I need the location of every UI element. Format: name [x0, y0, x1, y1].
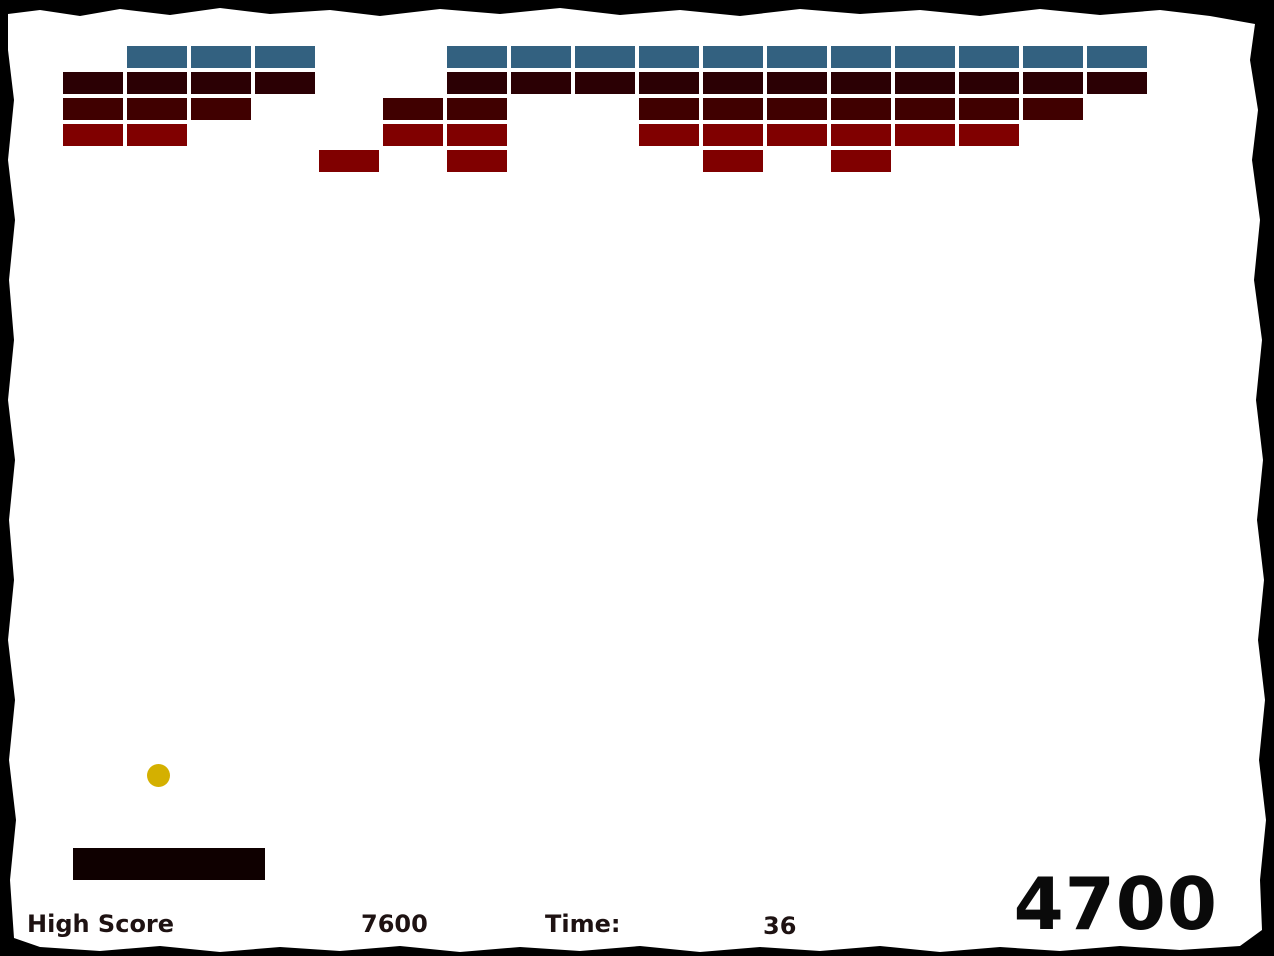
brick-blue	[895, 46, 955, 68]
brick-blue	[575, 46, 635, 68]
brick-dark	[191, 72, 251, 94]
brick-dark	[575, 72, 635, 94]
brick-red	[319, 150, 379, 172]
brick-red	[127, 124, 187, 146]
brick-red	[959, 124, 1019, 146]
brick-maroon	[191, 98, 251, 120]
brick-red	[63, 124, 123, 146]
brick-maroon	[63, 98, 123, 120]
brick-dark	[1087, 72, 1147, 94]
brick-maroon	[1023, 98, 1083, 120]
brick-dark	[1023, 72, 1083, 94]
time-label: Time:	[545, 910, 621, 938]
brick-dark	[831, 72, 891, 94]
brick-dark	[511, 72, 571, 94]
brick-blue	[447, 46, 507, 68]
brick-red	[895, 124, 955, 146]
brick-red	[831, 150, 891, 172]
brick-maroon	[127, 98, 187, 120]
play-area	[8, 8, 1266, 952]
paddle[interactable]	[73, 848, 265, 880]
brick-blue	[127, 46, 187, 68]
brick-blue	[703, 46, 763, 68]
brick-dark	[767, 72, 827, 94]
brick-blue	[511, 46, 571, 68]
brick-maroon	[447, 98, 507, 120]
brick-blue	[639, 46, 699, 68]
brick-blue	[191, 46, 251, 68]
brick-dark	[639, 72, 699, 94]
ball	[147, 764, 170, 787]
time-value: 36	[763, 912, 797, 940]
brick-dark	[63, 72, 123, 94]
brick-blue	[831, 46, 891, 68]
brick-blue	[959, 46, 1019, 68]
brick-maroon	[703, 98, 763, 120]
brick-blue	[1023, 46, 1083, 68]
current-score: 4700	[1013, 862, 1218, 946]
brick-blue	[255, 46, 315, 68]
high-score-value: 7600	[361, 910, 428, 938]
brick-red	[831, 124, 891, 146]
high-score-label: High Score	[27, 910, 175, 938]
brick-red	[447, 124, 507, 146]
brick-dark	[703, 72, 763, 94]
brick-red	[703, 124, 763, 146]
brick-red	[767, 124, 827, 146]
brick-red	[383, 124, 443, 146]
brick-red	[703, 150, 763, 172]
brick-dark	[127, 72, 187, 94]
brick-maroon	[831, 98, 891, 120]
brick-maroon	[639, 98, 699, 120]
brick-maroon	[959, 98, 1019, 120]
brick-maroon	[383, 98, 443, 120]
brick-dark	[255, 72, 315, 94]
brick-maroon	[767, 98, 827, 120]
brick-dark	[447, 72, 507, 94]
brick-red	[639, 124, 699, 146]
brick-maroon	[895, 98, 955, 120]
brick-red	[447, 150, 507, 172]
brick-blue	[767, 46, 827, 68]
brick-dark	[959, 72, 1019, 94]
brick-dark	[895, 72, 955, 94]
brick-blue	[1087, 46, 1147, 68]
